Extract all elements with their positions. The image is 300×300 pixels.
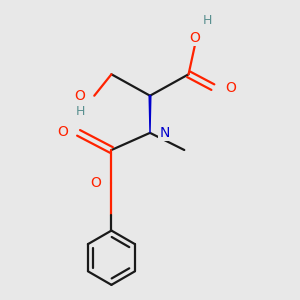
Polygon shape (149, 96, 151, 133)
Text: O: O (75, 89, 86, 103)
Text: O: O (190, 31, 201, 45)
Text: O: O (57, 125, 68, 139)
Text: H: H (202, 14, 212, 26)
Text: O: O (90, 176, 101, 190)
Text: N: N (159, 126, 169, 140)
Text: H: H (75, 105, 85, 118)
Text: O: O (225, 81, 236, 95)
